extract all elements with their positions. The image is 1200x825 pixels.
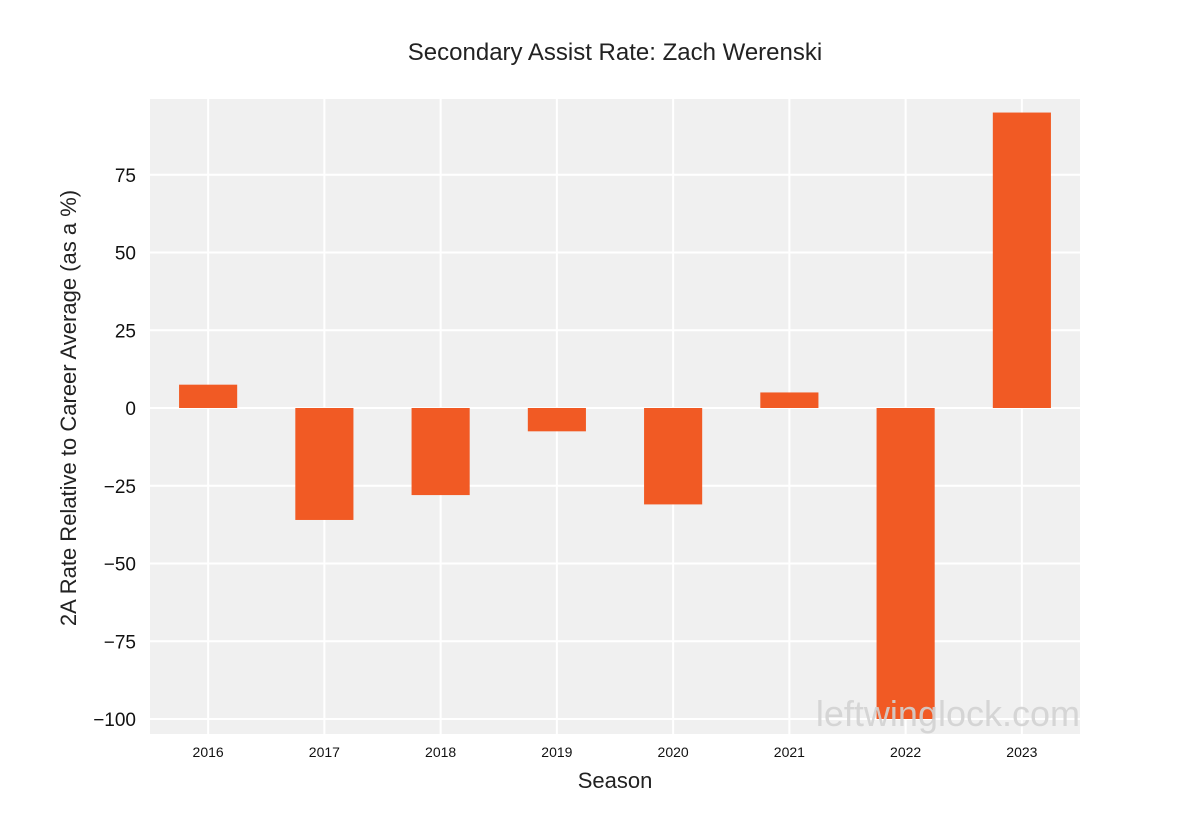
chart-title: Secondary Assist Rate: Zach Werenski	[408, 39, 822, 66]
bar-2023	[992, 112, 1051, 409]
x-axis-ticks: 2016 2017 2018 2019 2020 2021 2022 2023	[193, 744, 1038, 760]
bar-2020	[644, 408, 703, 505]
y-tick-label: 75	[115, 166, 136, 187]
y-tick-label: 25	[115, 321, 136, 342]
y-tick-label: −100	[93, 710, 136, 731]
bar-2017	[295, 408, 354, 520]
x-tick-label: 2023	[1006, 744, 1037, 760]
x-tick-label: 2021	[774, 744, 805, 760]
y-tick-label: −75	[104, 632, 136, 653]
y-tick-label: −50	[104, 555, 136, 576]
x-tick-label: 2020	[658, 744, 689, 760]
x-tick-label: 2022	[890, 744, 921, 760]
bar-2016	[179, 384, 238, 408]
bar-2021	[760, 392, 819, 408]
y-axis-label: 2A Rate Relative to Career Average (as a…	[56, 190, 81, 626]
y-tick-label: 50	[115, 244, 136, 265]
x-axis-label: Season	[578, 768, 653, 793]
bar-2019	[527, 408, 586, 432]
plot-area	[150, 99, 1080, 734]
x-tick-label: 2017	[309, 744, 340, 760]
y-axis-ticks: 75 50 25 0 −25 −50 −75 −100	[93, 166, 136, 731]
bars	[179, 112, 1051, 719]
y-tick-label: 0	[125, 399, 136, 420]
x-tick-label: 2019	[541, 744, 572, 760]
bar-2018	[411, 408, 470, 496]
watermark: leftwinglock.com	[816, 693, 1080, 734]
x-tick-label: 2018	[425, 744, 456, 760]
bar-2022	[876, 408, 935, 719]
x-tick-label: 2016	[193, 744, 224, 760]
y-tick-label: −25	[104, 477, 136, 498]
